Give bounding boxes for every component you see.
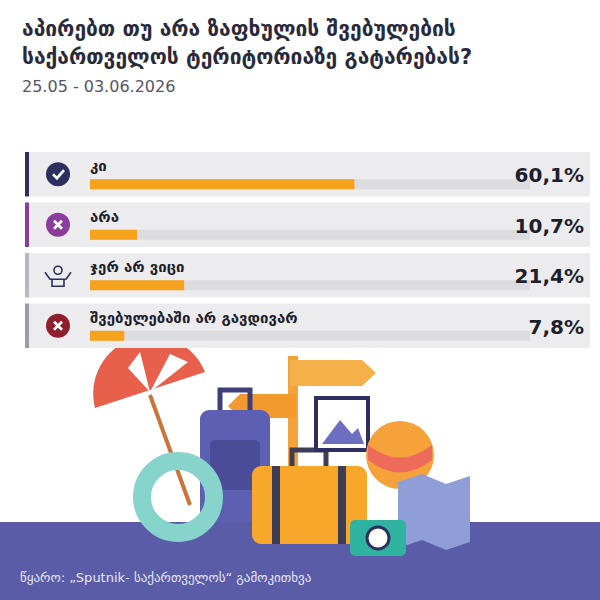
picture-mountain <box>322 420 364 444</box>
rows: კი არა ჯერ არ ვიცი შვებულებაში არ გავდივარ <box>25 152 590 348</box>
bars <box>90 179 354 341</box>
suitcase-strap <box>338 466 346 544</box>
icon-circle <box>46 162 70 186</box>
illustration <box>0 336 600 600</box>
icon-circle <box>46 314 70 338</box>
data-label: 7,8% <box>529 315 584 339</box>
row-accent <box>25 304 29 348</box>
data-label: 60,1% <box>515 163 584 187</box>
row-accent <box>25 203 29 247</box>
bar-track <box>90 179 530 189</box>
data-label: 10,7% <box>515 214 584 238</box>
picture-frame <box>316 398 368 450</box>
category-label: ჯერ არ ვიცი <box>90 258 185 276</box>
row-icon <box>46 314 70 338</box>
bar <box>90 179 354 189</box>
source: წყარო: „Sputnik- საქართველოს“ გამოკითხვა <box>20 570 311 585</box>
category-label: კი <box>90 157 107 175</box>
icon-cross <box>54 221 62 229</box>
row-icon <box>46 162 70 186</box>
row-accent <box>25 253 29 297</box>
category-label: შვებულებაში არ გავდივარ <box>90 309 298 327</box>
bar-track <box>90 230 530 240</box>
suitcase-strap <box>272 466 280 544</box>
bar <box>90 331 124 341</box>
background <box>0 0 600 600</box>
icon-check <box>53 170 64 178</box>
row-background <box>25 304 590 348</box>
data-label: 21,4% <box>515 264 584 288</box>
row-icon <box>46 213 70 237</box>
camera-lens <box>367 527 389 549</box>
umbrella-stripe <box>128 352 150 392</box>
signpost-sign <box>290 360 376 386</box>
icon-circle <box>46 213 70 237</box>
icon-cross <box>54 322 62 330</box>
title-line: აპირებთ თუ არა ზაფხულის შვებულების <box>22 17 456 41</box>
bar <box>90 280 184 290</box>
bar-track <box>90 331 530 341</box>
camera <box>350 520 406 556</box>
umbrella-pole <box>150 395 190 505</box>
row-accent <box>25 152 29 196</box>
icon-body <box>45 272 71 286</box>
category-label: არა <box>90 208 119 226</box>
title: აპირებთ თუ არა ზაფხულის შვებულების საქართ… <box>22 17 472 69</box>
title-line: საქართველოს ტერიტორიაზე გატარებას? <box>22 45 472 69</box>
row-icon <box>45 266 71 286</box>
umbrella-stripe <box>150 354 188 392</box>
row-background <box>25 253 590 297</box>
icon-head <box>54 266 62 274</box>
swim-ring <box>142 461 214 533</box>
row-background <box>25 152 590 196</box>
subtitle: 25.05 - 03.06.2026 <box>22 77 175 96</box>
data-labels: 60,1% 10,7% 21,4% 7,8% <box>515 163 584 339</box>
map <box>398 474 470 550</box>
beach-ball-stripe <box>368 445 432 473</box>
row-background <box>25 203 590 247</box>
suitcase <box>252 466 367 544</box>
bar-track <box>90 280 530 290</box>
bar <box>90 230 137 240</box>
